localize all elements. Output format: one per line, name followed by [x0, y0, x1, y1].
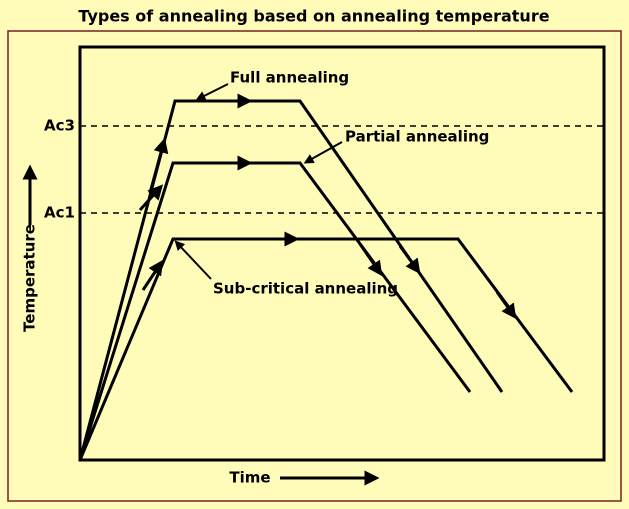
frame — [7, 30, 622, 502]
curve-label: Partial annealing — [345, 128, 489, 146]
pointer — [303, 141, 343, 164]
title: Types of annealing based on annealing te… — [78, 7, 549, 26]
curve-label: Sub-critical annealing — [213, 280, 398, 298]
pointer — [174, 240, 212, 280]
plot-box — [78, 45, 606, 462]
y-axis-label: Temperature — [21, 224, 39, 332]
x-axis-label: Time — [229, 469, 270, 487]
flow-arrows — [138, 93, 517, 320]
level-label: Ac3 — [44, 117, 75, 135]
level-label: Ac1 — [44, 204, 75, 222]
pointer — [195, 83, 229, 101]
curve-label: Full annealing — [230, 69, 349, 87]
